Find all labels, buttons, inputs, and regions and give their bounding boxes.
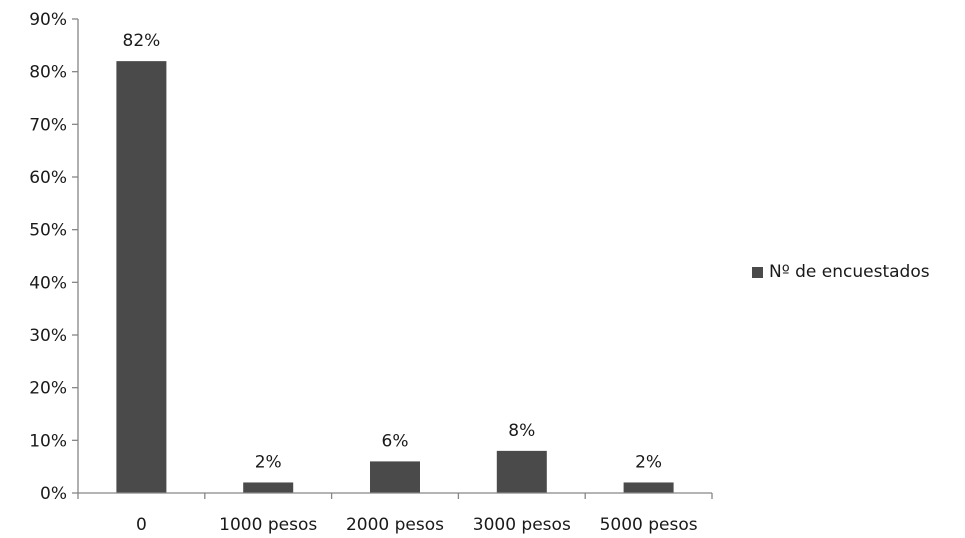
legend-label: Nº de encuestados [769, 262, 930, 282]
y-tick-label: 10% [29, 431, 67, 451]
y-tick-label: 40% [29, 273, 67, 293]
legend-swatch [752, 267, 763, 278]
bar [370, 461, 420, 493]
y-tick-label: 20% [29, 379, 67, 399]
y-axis-ticks: 0% 10% 20% 30% 40% 50% 60% 70% 80% 90% [29, 10, 67, 504]
bar [624, 482, 674, 493]
data-label: 2% [255, 452, 282, 472]
axes [72, 19, 712, 499]
y-tick-label: 70% [29, 115, 67, 135]
data-labels: 82% 2% 6% 8% 2% [123, 31, 663, 472]
data-label: 2% [635, 452, 662, 472]
y-tick-label: 50% [29, 221, 67, 241]
bar [243, 482, 293, 493]
y-tick-label: 60% [29, 168, 67, 188]
y-tick-label: 80% [29, 63, 67, 83]
x-tick-label: 1000 pesos [219, 515, 317, 535]
x-tick-label: 0 [136, 515, 147, 535]
y-tick-label: 30% [29, 326, 67, 346]
legend: Nº de encuestados [752, 262, 930, 282]
bars [116, 61, 673, 493]
x-tick-label: 2000 pesos [346, 515, 444, 535]
x-axis-ticks: 0 1000 pesos 2000 pesos 3000 pesos 5000 peso… [136, 515, 698, 535]
bar [497, 451, 547, 493]
y-tick-label: 90% [29, 10, 67, 30]
data-label: 82% [123, 31, 161, 51]
x-tick-label: 3000 pesos [473, 515, 571, 535]
x-tick-label: 5000 pesos [600, 515, 698, 535]
y-tick-label: 0% [40, 484, 67, 504]
bar [116, 61, 166, 493]
data-label: 8% [508, 421, 535, 441]
data-label: 6% [382, 431, 409, 451]
